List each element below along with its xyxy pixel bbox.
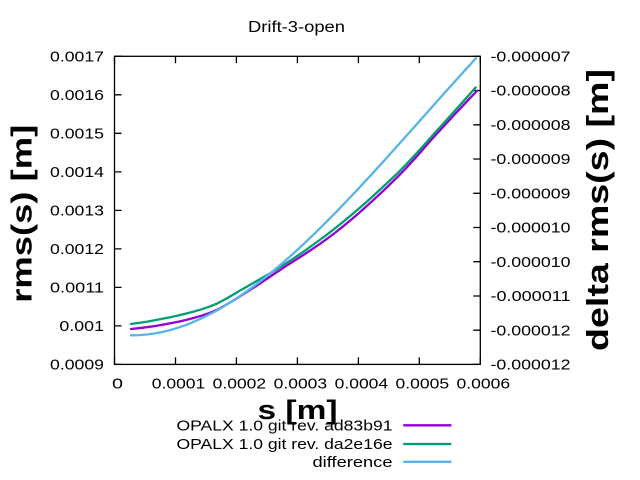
- svg-text:rms(s) [m]: rms(s) [m]: [7, 125, 39, 303]
- svg-text:-0.000012: -0.000012: [491, 323, 571, 339]
- svg-text:0.0003: 0.0003: [274, 377, 328, 393]
- svg-text:-0.000009: -0.000009: [491, 187, 571, 203]
- svg-text:0.0015: 0.0015: [50, 127, 104, 143]
- svg-text:Drift-3-open: Drift-3-open: [248, 19, 345, 36]
- svg-text:-0.000012: -0.000012: [491, 358, 571, 374]
- svg-text:-0.000008: -0.000008: [491, 84, 571, 100]
- svg-text:0.0006: 0.0006: [457, 377, 511, 393]
- svg-text:0.0012: 0.0012: [50, 242, 104, 258]
- svg-text:0.0014: 0.0014: [50, 165, 104, 181]
- svg-text:0.0002: 0.0002: [213, 377, 267, 393]
- svg-text:-0.000007: -0.000007: [491, 50, 571, 66]
- svg-text:s [m]: s [m]: [258, 395, 338, 425]
- svg-text:-0.000010: -0.000010: [491, 255, 571, 271]
- svg-text:0.0016: 0.0016: [50, 88, 104, 104]
- svg-text:0.0009: 0.0009: [50, 358, 104, 374]
- svg-text:-0.000008: -0.000008: [491, 118, 571, 134]
- svg-text:0.0011: 0.0011: [50, 281, 104, 297]
- svg-text:0: 0: [112, 377, 123, 393]
- svg-text:difference: difference: [313, 455, 393, 471]
- svg-text:OPALX 1.0 git rev. ad83b91: OPALX 1.0 git rev. ad83b91: [177, 419, 393, 435]
- svg-text:0.001: 0.001: [59, 319, 104, 335]
- svg-text:-0.000009: -0.000009: [491, 152, 571, 168]
- svg-text:0.0017: 0.0017: [50, 50, 104, 66]
- svg-text:delta rms(s) [m]: delta rms(s) [m]: [580, 69, 615, 351]
- svg-text:0.0004: 0.0004: [335, 377, 389, 393]
- svg-text:0.0005: 0.0005: [396, 377, 450, 393]
- svg-text:OPALX 1.0 git rev. da2e16e: OPALX 1.0 git rev. da2e16e: [177, 437, 393, 453]
- svg-text:0.0001: 0.0001: [152, 377, 206, 393]
- svg-text:-0.000011: -0.000011: [491, 289, 571, 305]
- svg-text:-0.000010: -0.000010: [491, 221, 571, 237]
- svg-text:0.0013: 0.0013: [50, 204, 104, 220]
